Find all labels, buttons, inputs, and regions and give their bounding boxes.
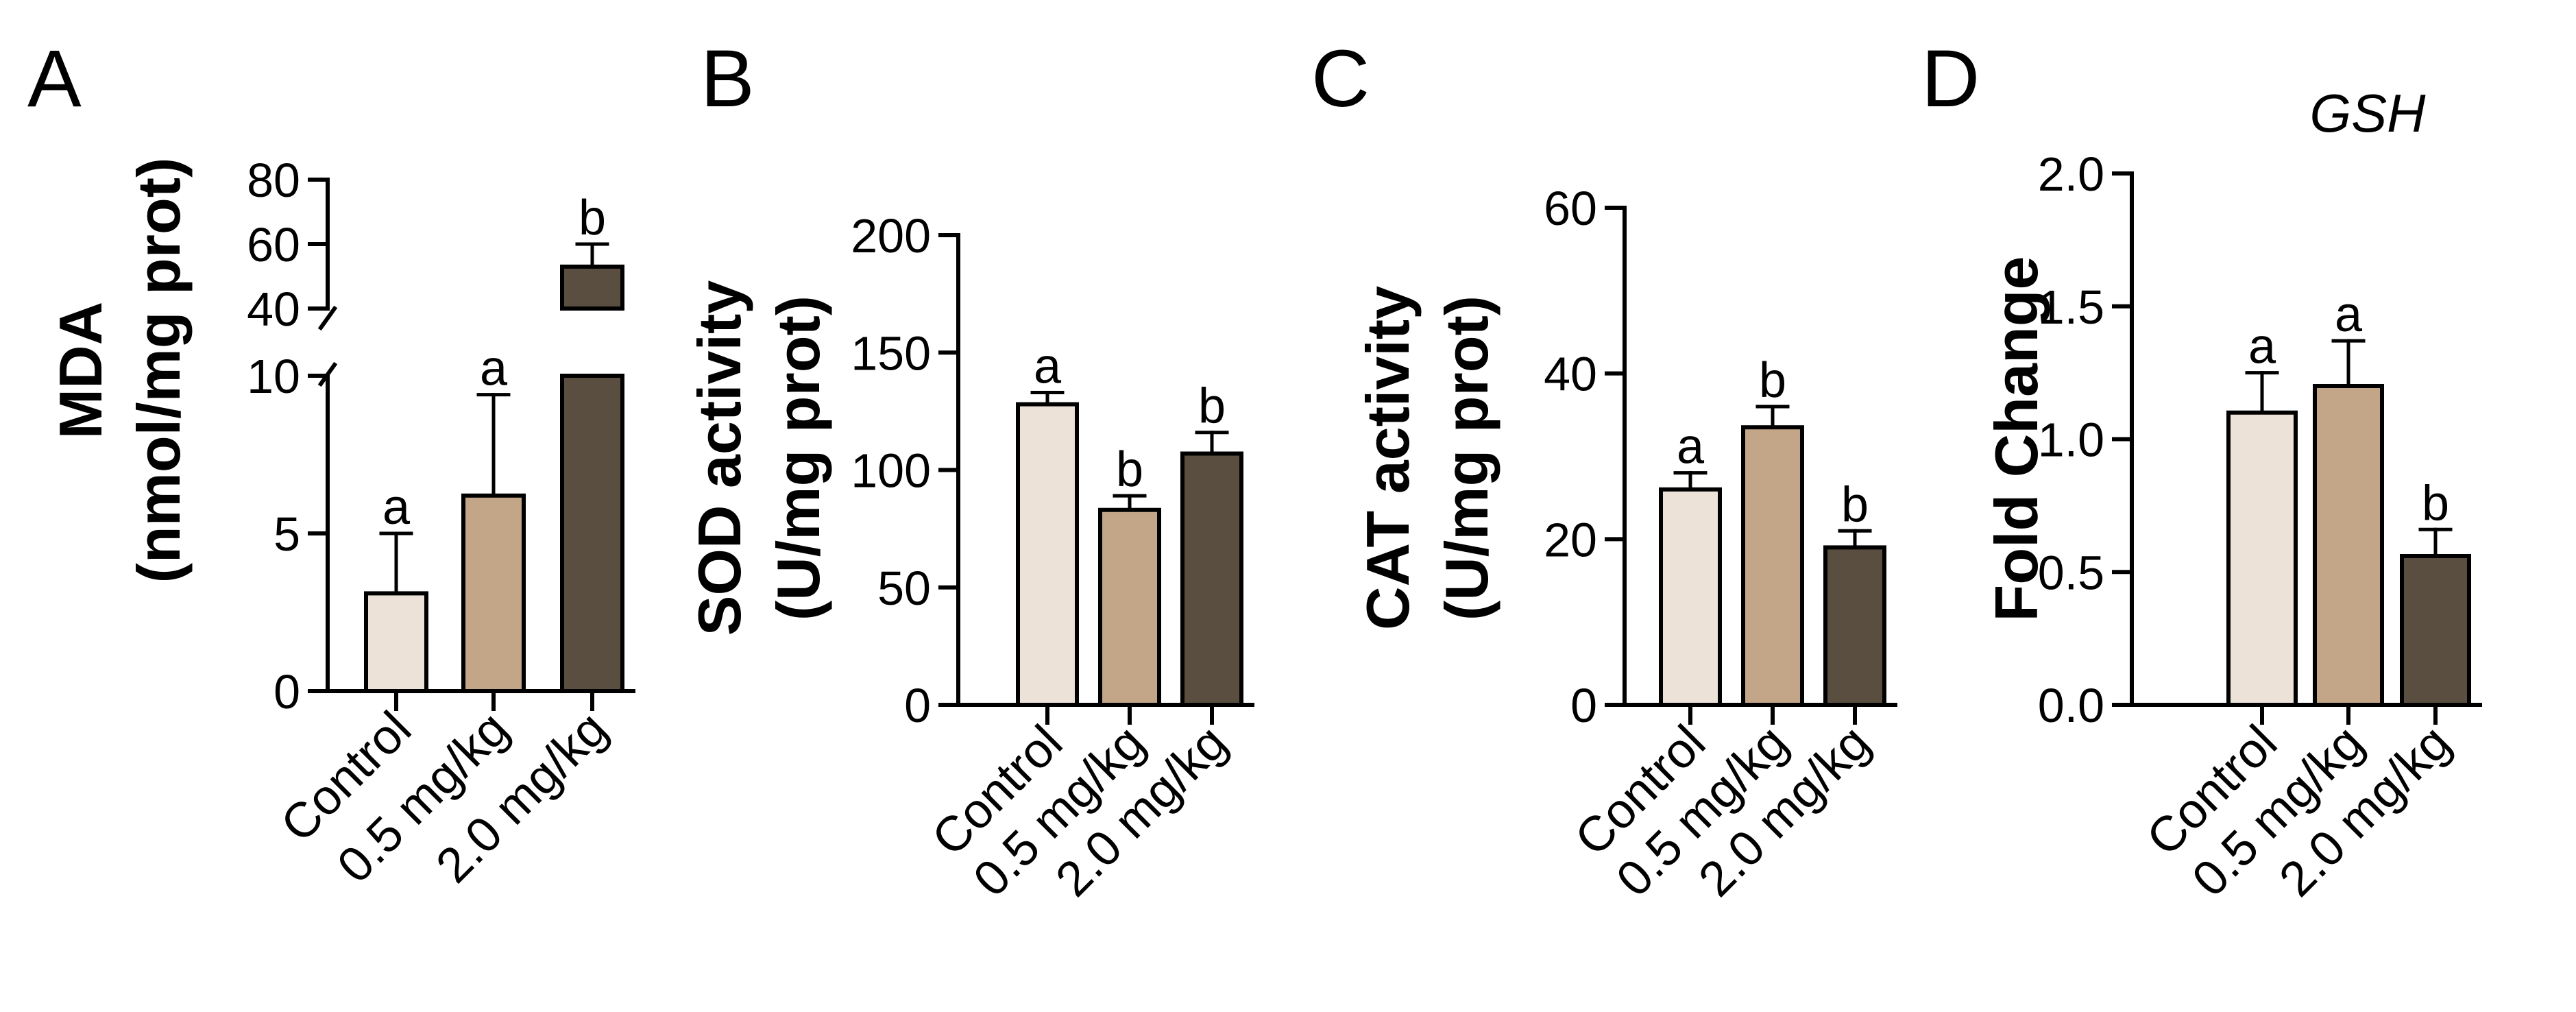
bar-upper-segment bbox=[560, 264, 624, 311]
y-tick-label: 40 bbox=[1544, 348, 1597, 401]
bar bbox=[1741, 425, 1804, 707]
y-tick-label: 1.0 bbox=[2038, 413, 2104, 467]
chart-title: GSH bbox=[2309, 83, 2426, 143]
panel-letter-a: A bbox=[27, 34, 82, 124]
y-axis-label: SOD activity bbox=[685, 280, 753, 636]
y-tick-label: 150 bbox=[851, 326, 931, 380]
significance-letter: b bbox=[1116, 442, 1143, 497]
y-tick-label: 80 bbox=[247, 154, 300, 207]
bar bbox=[1180, 451, 1243, 708]
bar bbox=[1823, 545, 1886, 708]
y-axis-label: (nmol/mg prot) bbox=[125, 158, 193, 583]
bar bbox=[1659, 487, 1722, 707]
y-tick-label: 0 bbox=[1570, 679, 1597, 732]
significance-letter: a bbox=[480, 341, 508, 396]
significance-letter: a bbox=[1034, 339, 1062, 394]
y-tick-label: 1.5 bbox=[2038, 280, 2104, 334]
panel-letter-b: B bbox=[701, 34, 755, 124]
y-axis-label: (U/mg prot) bbox=[764, 296, 832, 621]
y-tick-label: 200 bbox=[851, 209, 931, 263]
y-axis-label: Fold Change bbox=[1982, 256, 2050, 622]
bar bbox=[364, 591, 428, 694]
significance-letter: b bbox=[2422, 476, 2449, 531]
y-axis-label: CAT activity bbox=[1354, 286, 1422, 630]
y-tick-label: 0.0 bbox=[2038, 679, 2104, 732]
bar bbox=[2400, 554, 2471, 707]
bar bbox=[1016, 402, 1079, 707]
y-tick-label: 50 bbox=[877, 562, 931, 615]
axis-break-mark bbox=[317, 305, 338, 331]
bar bbox=[2313, 384, 2384, 707]
y-tick-label: 0.5 bbox=[2038, 546, 2104, 599]
significance-letter: b bbox=[1759, 353, 1786, 408]
significance-letter: b bbox=[1841, 477, 1869, 532]
significance-letter: a bbox=[2335, 287, 2363, 342]
y-axis-label: (U/mg prot) bbox=[1433, 296, 1500, 621]
significance-letter: a bbox=[1677, 420, 1705, 474]
significance-letter: a bbox=[382, 480, 411, 535]
y-tick-label: 0 bbox=[904, 679, 931, 732]
panel-letter-d: D bbox=[1921, 34, 1980, 124]
significance-letter: b bbox=[579, 191, 606, 245]
y-tick-label: 10 bbox=[247, 350, 300, 403]
y-tick-label: 5 bbox=[274, 507, 300, 561]
y-tick-label: 60 bbox=[247, 218, 300, 272]
panel-letter-c: C bbox=[1311, 34, 1370, 124]
y-tick-label: 100 bbox=[851, 444, 931, 498]
significance-letter: a bbox=[2248, 320, 2276, 374]
bar-lower-segment bbox=[560, 374, 624, 693]
y-tick-label: 2.0 bbox=[2038, 147, 2104, 201]
bar bbox=[461, 493, 526, 693]
y-tick-label: 0 bbox=[274, 665, 300, 719]
bar bbox=[1098, 507, 1161, 707]
bar bbox=[2226, 410, 2298, 707]
y-tick-label: 20 bbox=[1544, 513, 1597, 566]
y-axis-label: MDA bbox=[47, 302, 114, 439]
y-tick-label: 60 bbox=[1544, 182, 1597, 235]
significance-letter: b bbox=[1198, 379, 1226, 434]
y-tick-label: 40 bbox=[247, 282, 300, 336]
